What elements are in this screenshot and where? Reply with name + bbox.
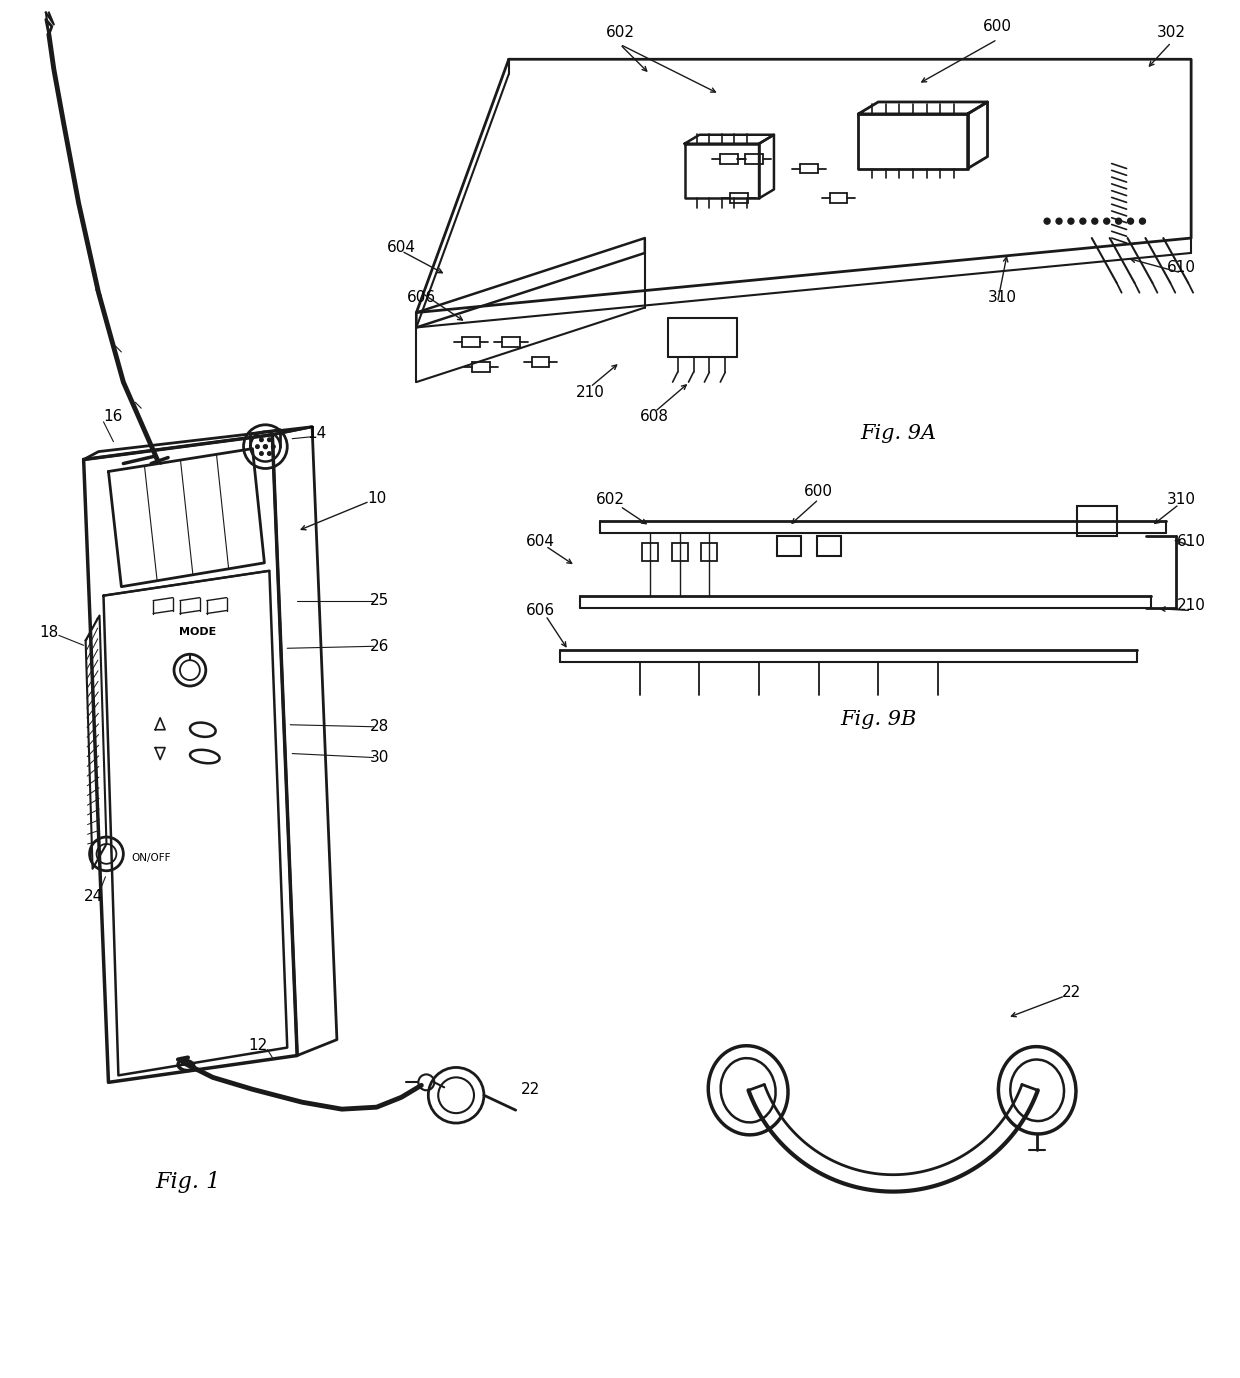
Text: 210: 210: [575, 384, 605, 400]
Text: 610: 610: [1167, 260, 1195, 276]
Text: 610: 610: [1177, 533, 1205, 548]
Text: 600: 600: [983, 19, 1012, 34]
Bar: [642, 543, 657, 561]
Text: 600: 600: [805, 484, 833, 499]
Circle shape: [259, 438, 263, 441]
Text: 14: 14: [308, 426, 326, 441]
Circle shape: [1127, 218, 1133, 225]
Text: 210: 210: [1177, 598, 1205, 613]
Text: Fig. 9B: Fig. 9B: [839, 710, 916, 729]
Bar: [702, 543, 718, 561]
Circle shape: [1140, 218, 1146, 225]
Text: Fig. 1: Fig. 1: [155, 1171, 221, 1193]
Circle shape: [1044, 218, 1050, 225]
Text: 310: 310: [988, 291, 1017, 305]
Text: 604: 604: [387, 241, 415, 255]
Text: ON/OFF: ON/OFF: [131, 853, 171, 863]
Text: 604: 604: [526, 533, 556, 548]
Circle shape: [268, 452, 272, 455]
Text: 310: 310: [1167, 492, 1195, 507]
Text: 606: 606: [407, 291, 436, 305]
Text: 18: 18: [40, 624, 58, 639]
Circle shape: [1068, 218, 1074, 225]
Text: 10: 10: [367, 491, 387, 506]
Text: 28: 28: [370, 719, 389, 734]
Text: 26: 26: [370, 639, 389, 653]
Text: MODE: MODE: [180, 627, 217, 638]
Text: 12: 12: [248, 1038, 267, 1053]
Circle shape: [1080, 218, 1086, 225]
Bar: [672, 543, 687, 561]
Circle shape: [263, 445, 268, 449]
Circle shape: [272, 445, 275, 448]
Text: 30: 30: [370, 750, 389, 765]
Text: Fig. 9A: Fig. 9A: [861, 424, 936, 444]
Circle shape: [1056, 218, 1061, 225]
Text: 602: 602: [595, 492, 625, 507]
Text: 24: 24: [84, 889, 103, 904]
Text: 602: 602: [605, 25, 635, 40]
Bar: [1076, 506, 1117, 536]
Text: 608: 608: [640, 409, 670, 424]
Circle shape: [1116, 218, 1122, 225]
Text: 302: 302: [1157, 25, 1185, 40]
Text: 22: 22: [521, 1082, 541, 1097]
Text: 606: 606: [526, 604, 556, 617]
Circle shape: [255, 445, 259, 448]
Text: 22: 22: [1063, 985, 1081, 1000]
Circle shape: [268, 438, 272, 441]
Bar: [777, 536, 801, 555]
Circle shape: [259, 452, 263, 455]
Text: 16: 16: [104, 409, 123, 424]
Circle shape: [1104, 218, 1110, 225]
Circle shape: [1091, 218, 1097, 225]
Text: 25: 25: [370, 593, 389, 608]
Bar: [817, 536, 841, 555]
